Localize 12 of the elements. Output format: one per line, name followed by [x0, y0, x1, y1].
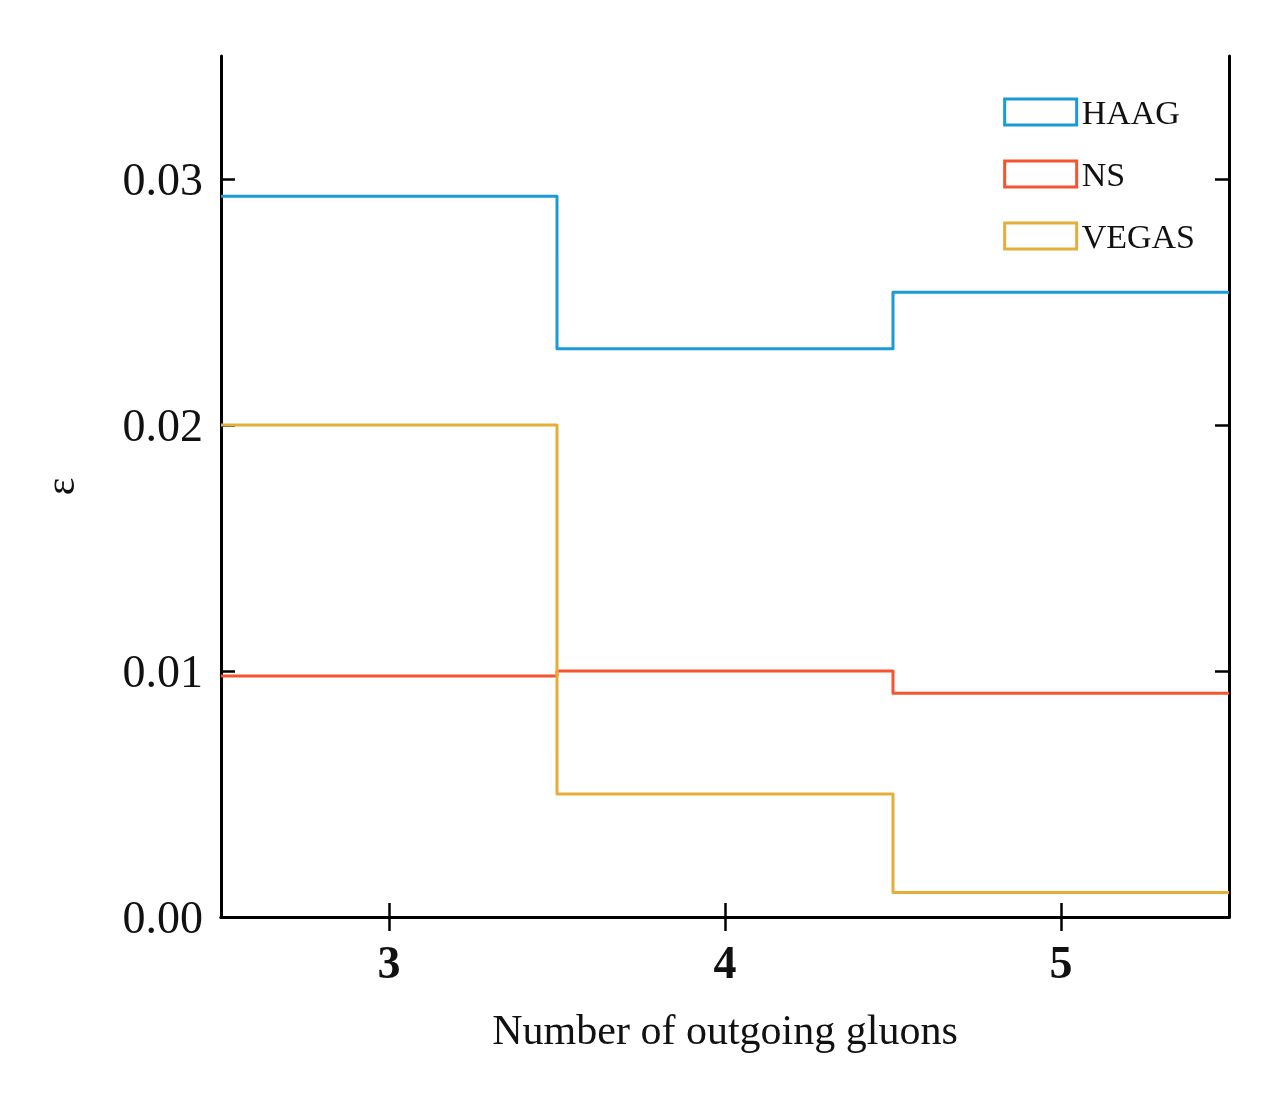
y-tick-label: 0.03 [122, 153, 203, 205]
y-axis-title: ε [37, 477, 83, 496]
legend-label: NS [1081, 155, 1126, 193]
x-tick-label: 5 [1049, 936, 1073, 988]
y-tick-label: 0.01 [122, 645, 203, 697]
y-tick-label: 0.02 [122, 399, 203, 451]
legend-label: VEGAS [1081, 217, 1195, 255]
x-tick-label: 3 [377, 936, 401, 988]
legend-label: HAAG [1081, 93, 1180, 131]
y-tick-label: 0.00 [122, 891, 203, 943]
x-axis-title: Number of outgoing gluons [492, 1007, 958, 1053]
x-tick-label: 4 [713, 936, 737, 988]
